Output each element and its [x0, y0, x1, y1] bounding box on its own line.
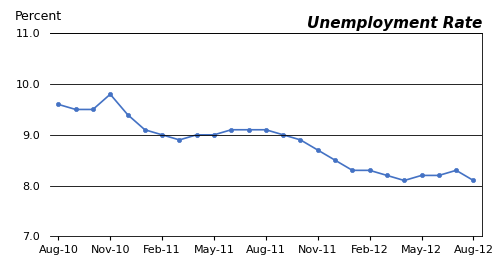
Text: Percent: Percent [15, 10, 62, 23]
Text: Unemployment Rate: Unemployment Rate [307, 16, 482, 31]
